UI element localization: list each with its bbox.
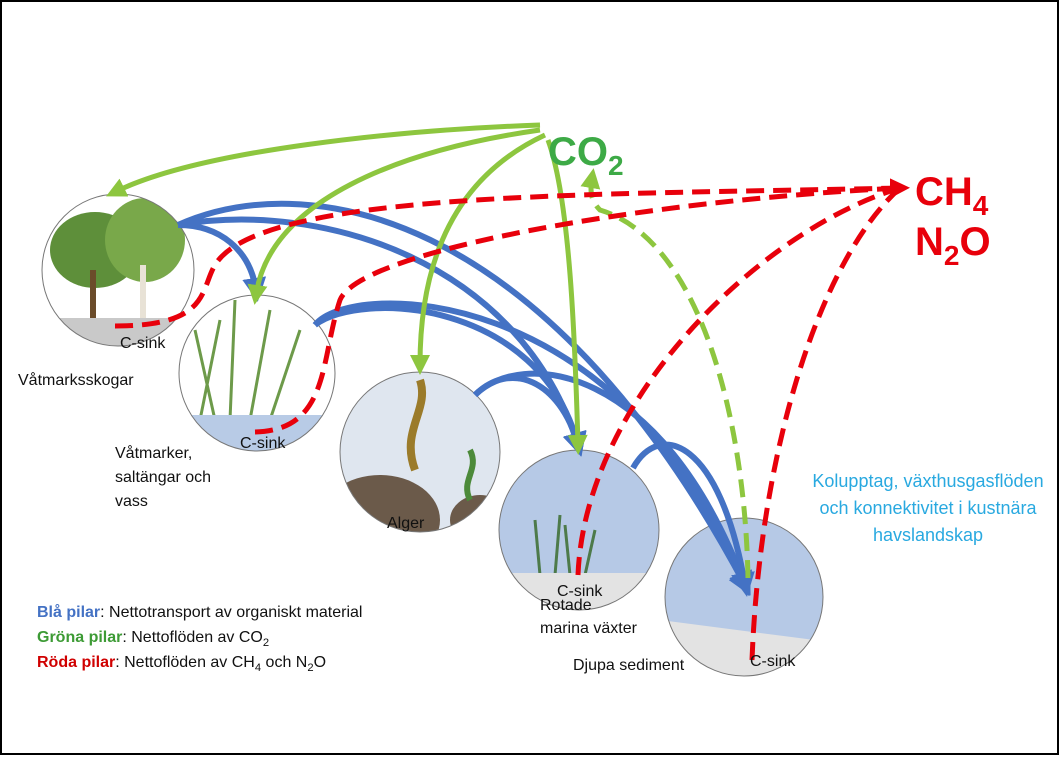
- text-part: N: [915, 220, 944, 264]
- text-part: CO: [548, 130, 608, 174]
- text-part: 4: [973, 190, 989, 221]
- habitat-label: saltängar och: [115, 469, 211, 486]
- red-arrows: [114, 178, 910, 661]
- text-part: : Nettoflöden av CH: [115, 654, 255, 671]
- text-part: Blå pilar: [37, 603, 100, 621]
- habitat-label: vass: [115, 493, 148, 510]
- n2o-label: N2O: [915, 220, 991, 271]
- text-part: Gröna pilar: [37, 629, 122, 646]
- co2-label: CO2: [548, 130, 624, 181]
- habitat-label: Alger: [387, 515, 425, 532]
- sink-label: C-sink: [750, 653, 796, 670]
- text-part: : Nettotransport av organiskt material: [100, 604, 362, 621]
- legend-item: Blå pilar: Nettotransport av organiskt m…: [37, 603, 362, 621]
- text-part: Röda pilar: [37, 654, 115, 671]
- legend: Blå pilar: Nettotransport av organiskt m…: [37, 603, 362, 674]
- text-part: 2: [307, 662, 313, 674]
- caption-line: havslandskap: [873, 525, 983, 545]
- blue-arrows: [176, 200, 755, 597]
- legend-item: Röda pilar: Nettoflöden av CH4 och N2O: [37, 654, 326, 674]
- text-part: 2: [608, 150, 624, 181]
- sink-label: C-sink: [557, 583, 603, 600]
- text-part: O: [314, 654, 326, 671]
- text-part: 2: [263, 637, 269, 649]
- habitat-label: Våtmarksskogar: [18, 371, 134, 389]
- text-part: CH: [915, 170, 973, 214]
- caption-line: och konnektivitet i kustnära: [819, 498, 1037, 518]
- green-arrows: [106, 122, 751, 579]
- habitat-labels: Våtmarksskogar C-sink Våtmarker, saltäng…: [18, 335, 796, 674]
- sink-label: C-sink: [240, 435, 286, 452]
- text-part: O: [959, 220, 990, 264]
- legend-item: Gröna pilar: Nettoflöden av CO2: [37, 629, 269, 649]
- text-part: : Nettoflöden av CO: [122, 629, 263, 646]
- text-part: och N: [261, 654, 307, 671]
- gas-labels: CO2 CH4 N2O: [548, 130, 991, 271]
- habitat-label: Rotade: [540, 597, 592, 614]
- ch4-label: CH4: [915, 170, 989, 221]
- habitat-label: Djupa sediment: [573, 657, 685, 674]
- text-part: 2: [944, 240, 960, 271]
- caption: Kolupptag, växthusgasflöden och konnekti…: [812, 471, 1043, 545]
- caption-line: Kolupptag, växthusgasflöden: [812, 471, 1043, 491]
- habitat-label: marina växter: [540, 620, 638, 637]
- sink-label: C-sink: [120, 335, 166, 352]
- habitat-label: Våtmarker,: [115, 444, 192, 462]
- text-part: 4: [255, 662, 261, 674]
